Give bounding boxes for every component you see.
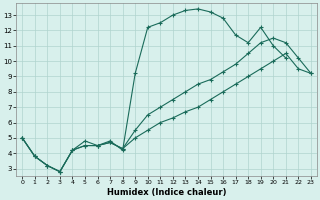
X-axis label: Humidex (Indice chaleur): Humidex (Indice chaleur): [107, 188, 226, 197]
